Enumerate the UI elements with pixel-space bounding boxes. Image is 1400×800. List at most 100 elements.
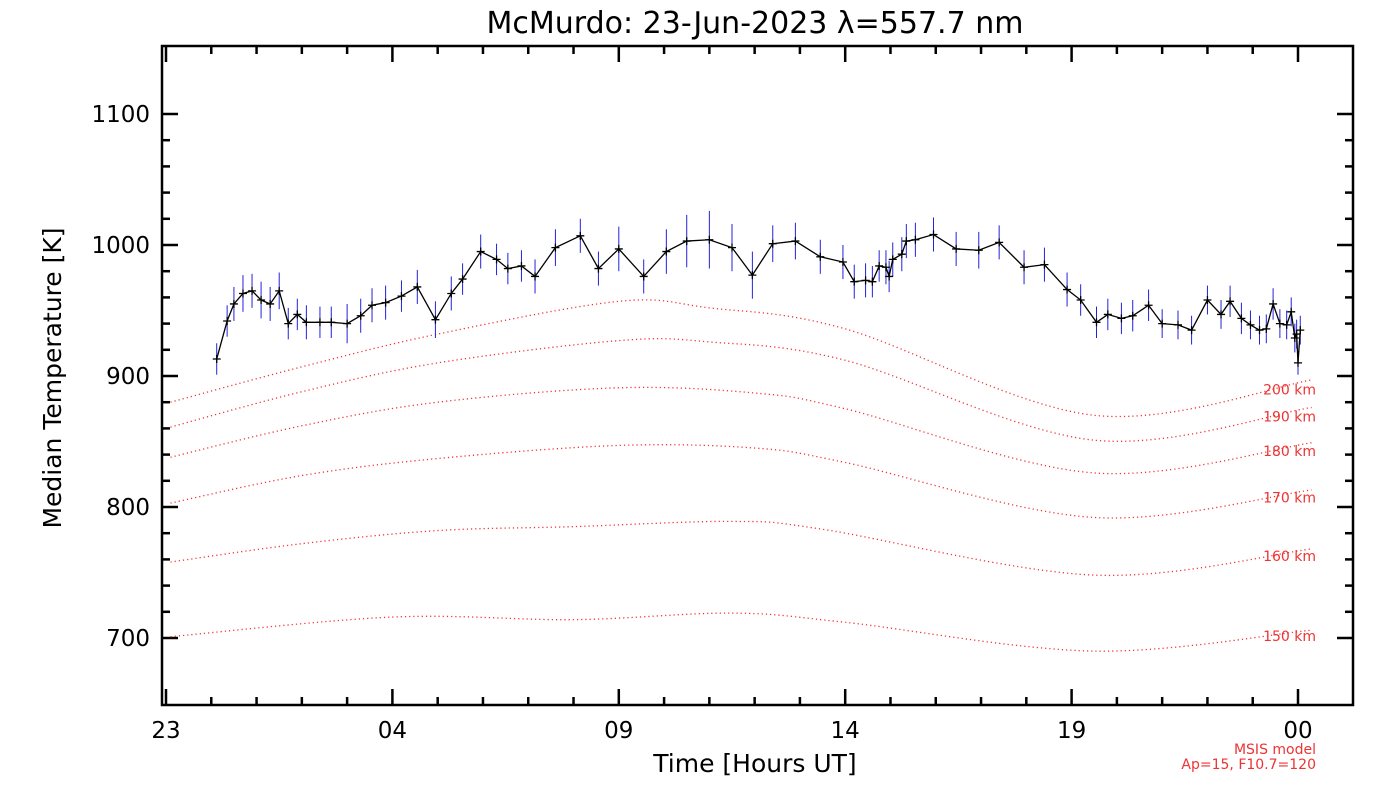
data-point [266, 299, 275, 308]
data-point [1294, 358, 1302, 367]
data-point [343, 319, 352, 328]
msis-note-line-1: MSIS model [1234, 742, 1316, 758]
data-point [1255, 326, 1264, 335]
x-tick-label: 04 [378, 718, 407, 744]
data-point [1287, 307, 1296, 316]
data-point [897, 250, 906, 259]
data-point [238, 289, 247, 298]
data-point [1246, 320, 1255, 329]
data-point [1103, 310, 1112, 319]
x-tick-label: 09 [604, 718, 633, 744]
data-point [888, 255, 897, 264]
data-point [1158, 319, 1167, 328]
chart-title: McMurdo: 23-Jun-2023 λ=557.7 nm [487, 6, 1024, 41]
data-point [1063, 285, 1072, 294]
data-point [503, 264, 512, 273]
data-point [431, 315, 440, 324]
data-point [868, 277, 877, 286]
data-point [885, 272, 894, 281]
measured-series [212, 230, 1305, 367]
data-point [974, 246, 983, 255]
data-point [302, 318, 311, 327]
msis-curve-160km [170, 520, 1312, 577]
data-point [1144, 301, 1153, 310]
x-tick-label: 00 [1283, 718, 1312, 744]
data-point [284, 319, 293, 328]
y-tick-label: 800 [106, 495, 150, 521]
data-point [1128, 311, 1137, 320]
data-point [1269, 299, 1278, 308]
data-point [1262, 324, 1271, 333]
data-point [576, 231, 585, 240]
msis-curve-label: 170 km [1263, 490, 1316, 506]
data-point [315, 318, 324, 327]
data-point [1092, 318, 1101, 327]
data-point [1296, 326, 1305, 335]
plot-frame [160, 44, 1355, 707]
data-point [728, 243, 736, 252]
data-point [368, 301, 377, 310]
temperature-line [216, 233, 1301, 363]
data-point [397, 292, 406, 301]
data-point [551, 243, 560, 252]
data-point [881, 263, 890, 272]
y-tick-label: 1100 [91, 102, 150, 128]
msis-note-line-2: Ap=15, F10.7=120 [1181, 757, 1316, 773]
data-point [705, 235, 714, 244]
msis-curve-200km [170, 299, 1312, 418]
data-point [492, 255, 501, 264]
data-point [1020, 263, 1029, 272]
data-point [1290, 334, 1299, 343]
data-point [1117, 314, 1126, 323]
data-point [748, 271, 757, 280]
data-point [861, 276, 870, 285]
data-point [594, 264, 603, 273]
y-tick-label: 1000 [91, 233, 150, 259]
data-point [275, 286, 284, 295]
y-axis-ticks: 700 800 900 1000 1100 [91, 102, 1353, 652]
data-point [229, 299, 238, 308]
data-point [682, 237, 691, 246]
x-tick-label: 19 [1057, 718, 1086, 744]
data-point [838, 258, 847, 267]
msis-curve-label: 180 km [1263, 444, 1316, 460]
data-point [248, 286, 257, 295]
x-tick-label: 14 [831, 718, 860, 744]
data-point [1203, 296, 1212, 305]
y-tick-label: 700 [106, 626, 150, 652]
msis-curve-label: 190 km [1263, 409, 1316, 425]
data-point [662, 247, 671, 256]
data-point [850, 277, 859, 286]
data-point [816, 252, 825, 261]
data-point [1217, 310, 1226, 319]
data-point [639, 272, 648, 281]
data-point [929, 230, 938, 239]
msis-curve-label: 200 km [1263, 383, 1316, 399]
data-point [476, 247, 485, 256]
data-point [1187, 326, 1196, 335]
data-point [257, 296, 266, 305]
data-point [381, 298, 390, 307]
data-point [1040, 260, 1049, 269]
msis-model-curves: 150 km 160 km 170 km 180 km 190 km 200 km [170, 299, 1316, 652]
data-point [875, 261, 884, 270]
data-point [995, 238, 1004, 247]
data-point [1292, 330, 1301, 339]
data-point [327, 318, 336, 327]
x-axis-ticks: 23 04 09 14 19 00 [151, 46, 1313, 744]
data-point [531, 272, 540, 281]
data-point [356, 311, 365, 320]
msis-curve-label: 150 km [1263, 629, 1316, 645]
data-point [902, 237, 911, 246]
data-point [458, 275, 467, 284]
x-tick-label: 23 [151, 718, 180, 744]
data-point [1237, 314, 1246, 323]
data-point [791, 237, 800, 246]
data-point [1282, 320, 1291, 329]
data-point [1174, 320, 1183, 329]
data-point [952, 244, 961, 253]
data-point [1275, 319, 1284, 328]
data-point [768, 239, 777, 248]
data-point [911, 235, 920, 244]
